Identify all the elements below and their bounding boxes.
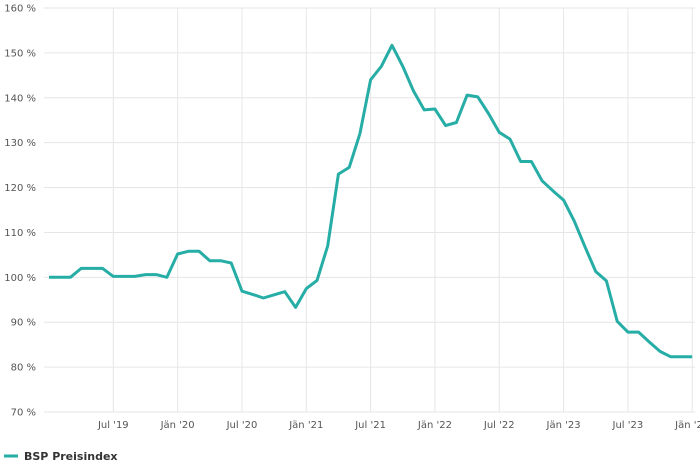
y-tick-label: 80 % [11,363,36,374]
y-tick-label: 130 % [4,138,36,149]
x-tick-label: Jän '24 [674,420,700,431]
x-gridlines [112,8,693,412]
x-tick-label: Jul '23 [612,420,644,431]
y-tick-label: 120 % [4,183,36,194]
x-tick-label: Jul '20 [226,420,258,431]
x-tick-label: Jul '22 [483,420,515,431]
x-tick-label: Jul '19 [97,420,129,431]
x-tick-label: Jän '20 [160,420,195,431]
y-tick-label: 140 % [4,93,36,104]
y-tick-label: 70 % [11,408,36,419]
y-tick-label: 160 % [4,4,36,15]
y-tick-label: 110 % [4,228,36,239]
y-tick-label: 90 % [11,318,36,329]
x-tick-label: Jän '23 [546,420,581,431]
y-gridlines [44,7,695,413]
x-axis-ticks: Jul '19 Jän '20 Jul '20 Jän '21 Jul '21 Jän '… [97,420,700,431]
x-tick-label: Jul '21 [354,420,386,431]
y-axis-ticks: 70 % 80 % 90 % 100 % 110 % 120 % 130 % 140 % 150… [4,4,36,419]
legend-label[interactable]: BSP Preisindex [24,450,118,463]
legend[interactable]: BSP Preisindex [4,450,118,463]
x-tick-label: Jän '21 [288,420,323,431]
x-tick-label: Jän '22 [417,420,452,431]
y-tick-label: 100 % [4,273,36,284]
series-line[interactable] [49,43,693,359]
y-tick-label: 150 % [4,48,36,59]
series-group [49,43,693,359]
